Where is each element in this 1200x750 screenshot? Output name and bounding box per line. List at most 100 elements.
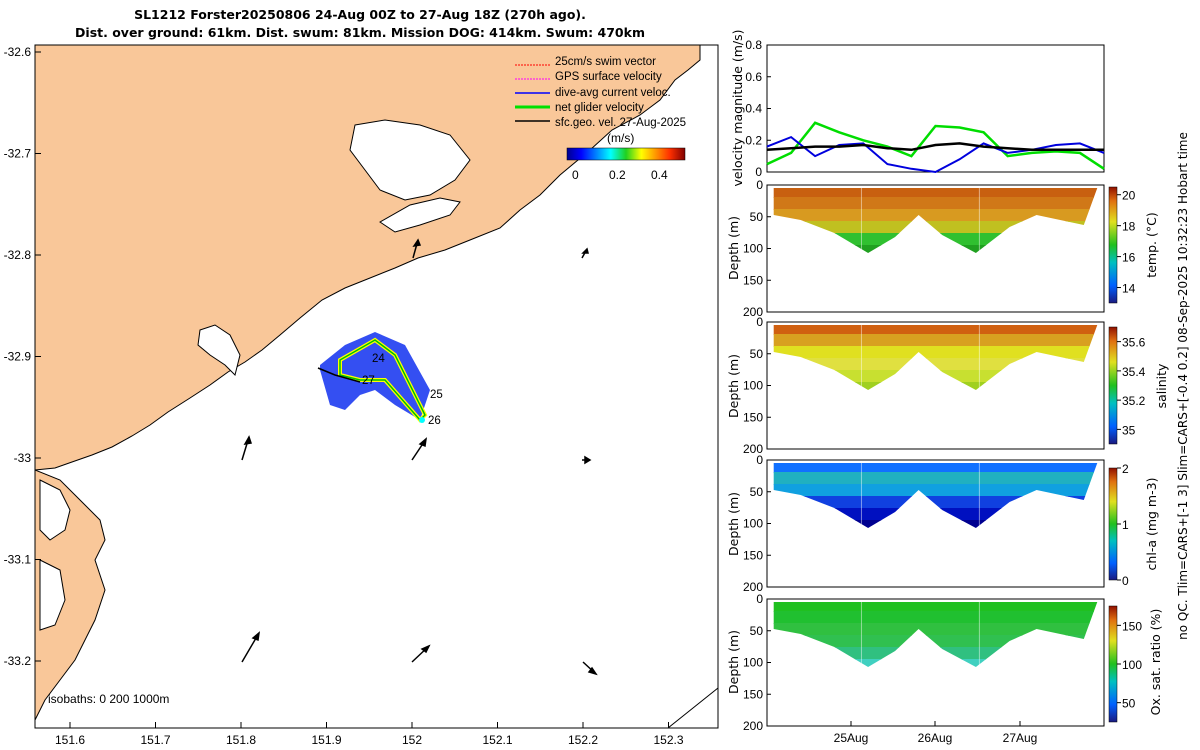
isobaths-label: isobaths: 0 200 1000m [48,692,169,706]
track-black [317,367,361,383]
salinity-colorbar-ticks: 35 35.2 35.4 35.6 [1117,336,1146,437]
legend-label: 25cm/s swim vector [555,56,656,68]
map-x-tick-label: 151.7 [140,733,170,747]
colorbar-unit: (m/s) [607,131,634,145]
map-x-tick-label: 151.9 [311,733,341,747]
chla-y-axis: 0 50 100 150 200 [743,453,771,594]
track-end-marker [419,417,425,423]
colorbar-tick-label: 20 [1122,189,1136,203]
colorbar-tick-label: 35.4 [1122,365,1146,379]
section-y-tick-label: 100 [743,242,763,256]
section-x-tick-label: 25Aug [834,731,869,745]
section-depth-band [773,472,1098,485]
section-depth-band [773,602,1098,612]
legend-label: net glider velocity [555,102,644,114]
oxygen-ylabel: Depth (m) [726,630,741,694]
section-y-tick-label: 200 [743,719,763,733]
section-y-tick-label: 200 [743,305,763,319]
section-y-tick-label: 0 [756,178,763,192]
day-label: 27 [362,375,375,387]
velocity-series-line [766,142,1104,152]
current-arrow-head [418,437,428,448]
map-lake-3 [197,324,241,376]
colorbar-tick-label: 100 [1122,658,1142,672]
section-depth-band [773,611,1098,624]
oxygen-x-axis: 25Aug 26Aug 27Aug [834,721,1038,745]
section-y-tick-label: 50 [750,347,764,361]
section-x-tick-label: 26Aug [918,731,953,745]
colorbar-tick: 0.2 [609,168,626,182]
map-y-tick-label: -32.6 [4,45,32,59]
map-axes-frame [34,44,719,729]
section-depth-band [773,463,1098,473]
salinity-panel: 0 50 100 150 200 Depth (m) 35 35.2 35.4 35.6 sa… [726,315,1169,456]
day-label: 24 [372,353,385,365]
map-y-tick-label: -33.2 [4,654,32,668]
legend-item-gps-velocity: GPS surface velocity [515,71,662,83]
map-y-tick-label: -32.8 [4,248,32,262]
section-y-tick-label: 100 [743,379,763,393]
salinity-y-axis: 0 50 100 150 200 [743,315,771,456]
velocity-ylabel: velocity magnitude (m/s) [730,29,745,186]
section-depth-band [773,484,1098,497]
current-arrows [241,238,598,676]
velocity-series [766,121,1105,174]
colorbar-tick-label: 35.2 [1122,394,1146,408]
section-y-tick-label: 200 [743,580,763,594]
salinity-ylabel: Depth (m) [726,354,741,418]
map-x-tick-label: 152 [402,733,422,747]
glider-track [317,332,430,423]
velocity-y-tick-label: 0.6 [745,70,762,84]
section-y-tick-label: 100 [743,656,763,670]
colorbar-tick-label: 18 [1122,220,1136,234]
oxygen-y-axis: 0 50 100 150 200 [743,592,771,733]
map-lake-2 [379,197,461,233]
day-label: 26 [428,415,441,427]
temperature-ylabel: Depth (m) [726,216,741,280]
salinity-colorbar-label: salinity [1154,363,1169,408]
oxygen-colorbar-label: Ox. sat. ratio (%) [1148,609,1163,716]
colorbar-tick: 0 [572,168,579,182]
current-arrow-head [243,435,252,445]
section-y-tick-label: 150 [743,273,763,287]
temperature-y-axis: 0 50 100 150 200 [743,178,771,319]
oxygen-panel: 0 50 100 150 200 25Aug 26Aug 27Aug Depth (m) 5… [726,592,1163,745]
legend-label: sfc.geo. vel. 27-Aug-2025 [555,117,686,129]
side-caption: no QC. Tlim=CARS+[-1 3] Slim=CARS+[-0.4 … [1176,132,1190,640]
section-y-tick-label: 50 [750,485,764,499]
chla-ylabel: Depth (m) [726,492,741,556]
velocity-y-tick-label: 0 [755,165,762,179]
map-x-tick-label: 152.3 [653,733,683,747]
current-arrow-head [584,455,592,465]
current-arrow-head [420,644,431,654]
map-colorbar [566,147,686,161]
map-x-tick-label: 152.2 [568,733,598,747]
legend-label: GPS surface velocity [555,71,662,83]
colorbar-tick-label: 2 [1122,462,1129,476]
colorbar-tick-label: 150 [1122,619,1142,633]
section-y-tick-label: 100 [743,517,763,531]
velocity-y-tick-label: 0.4 [745,102,762,116]
legend-item-dive-avg: dive-avg current veloc. [515,87,671,99]
map-lake-5 [39,559,66,631]
section-y-tick-label: 0 [756,453,763,467]
map-y-tick-label: -33.1 [4,553,32,567]
colorbar-tick-label: 50 [1122,697,1136,711]
map-x-axis: 151.6 151.7 151.8 151.9 152 152.1 152.2 152.3 [55,722,684,747]
figure-title-line2: Dist. over ground: 61km. Dist. swum: 81k… [75,25,645,40]
colorbar-tick-label: 16 [1122,251,1136,265]
section-depth-band [773,188,1098,198]
map-y-tick-label: -32.9 [4,350,32,364]
colorbar-tick-label: 35.6 [1122,336,1146,350]
day-labels: 24 25 26 27 [362,353,443,427]
section-y-tick-label: 150 [743,548,763,562]
chla-panel: 0 50 100 150 200 Depth (m) 0 1 2 chl-a (mg m-3… [726,453,1159,594]
temperature-colorbar [1108,186,1118,304]
section-x-tick-label: 27Aug [1003,731,1038,745]
section-y-tick-label: 150 [743,410,763,424]
map-lake-4 [39,479,71,541]
map-lake-1 [349,119,471,201]
velocity-y-tick-label: 0.2 [745,133,762,147]
day-label: 25 [430,389,443,401]
section-depth-band [773,197,1098,210]
